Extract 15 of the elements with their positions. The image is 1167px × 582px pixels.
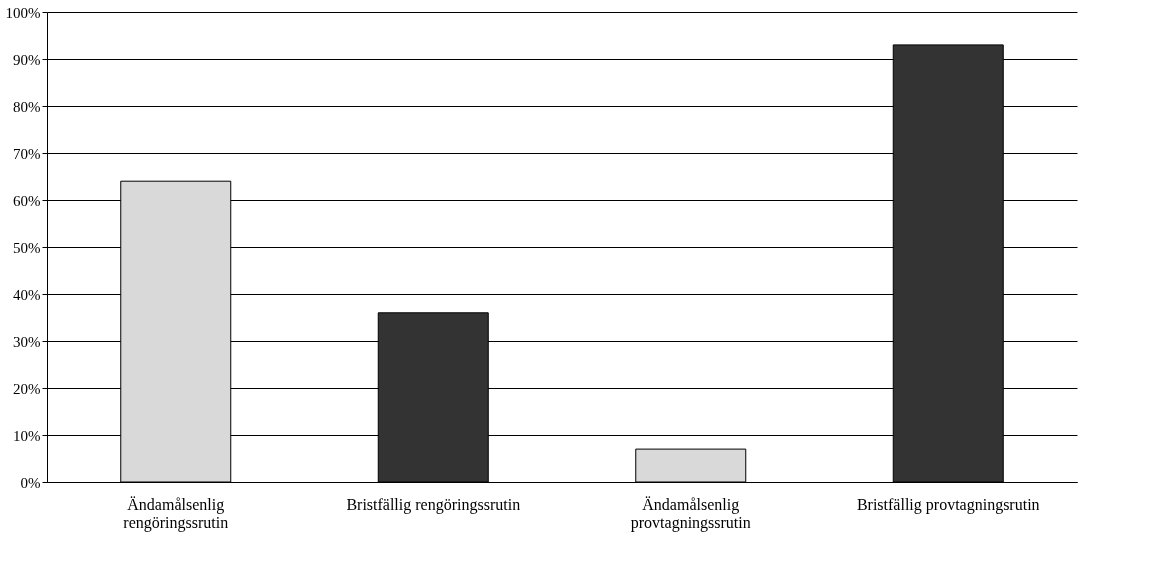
y-tick-label: 0% <box>20 474 41 491</box>
y-tick-label: 40% <box>13 286 41 303</box>
x-tick-label: Ändamålsenlig provtagningssrutin <box>630 495 751 532</box>
y-tick-label: 30% <box>13 333 41 350</box>
y-tick-label: 50% <box>13 239 41 256</box>
x-tick-label: Bristfällig rengöringssrutin <box>346 495 521 514</box>
x-tick-label: Bristfällig provtagningsrutin <box>856 495 1040 514</box>
y-tick-label: 60% <box>13 192 41 209</box>
y-tick-label: 70% <box>13 145 41 162</box>
x-tick-label: Ändamålsenlig rengöringssrutin <box>123 495 229 532</box>
y-tick-label: 20% <box>13 380 41 397</box>
y-tick-label: 80% <box>13 98 41 115</box>
y-tick-label: 100% <box>5 4 41 21</box>
y-tick-label: 10% <box>13 427 41 444</box>
y-tick-label: 90% <box>13 51 41 68</box>
